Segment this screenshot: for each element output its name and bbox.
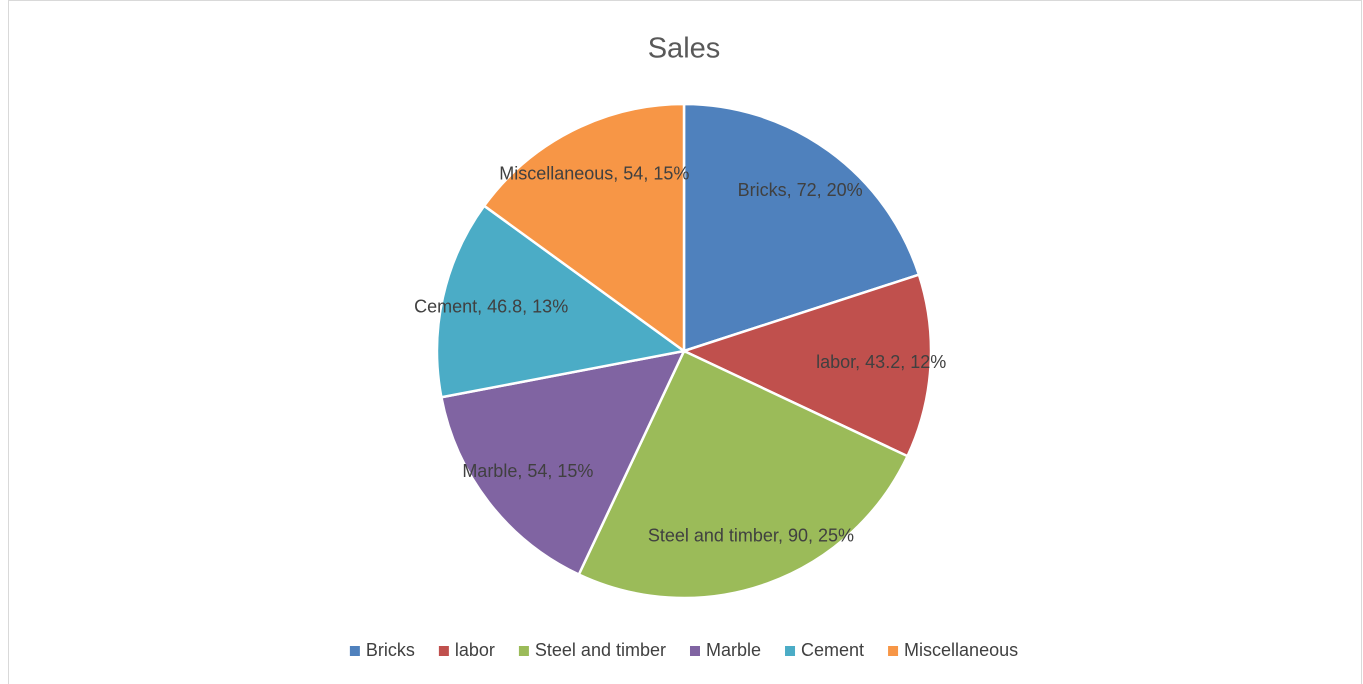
pie-slice xyxy=(682,102,921,353)
legend-label: Steel and timber xyxy=(535,640,666,660)
data-label: Miscellaneous, 54, 15% xyxy=(499,164,689,184)
legend-label: Miscellaneous xyxy=(904,640,1018,660)
data-label: Bricks, 72, 20% xyxy=(738,180,863,200)
data-label: Cement, 46.8, 13% xyxy=(414,297,568,317)
pie-slice xyxy=(482,102,686,354)
data-label: Steel and timber, 90, 25% xyxy=(648,526,854,546)
pie-slice xyxy=(435,204,688,399)
legend-swatch xyxy=(518,646,529,656)
data-label: labor, 43.2, 12% xyxy=(816,352,946,372)
legend-label: Marble xyxy=(706,640,761,660)
legend-swatch xyxy=(689,646,700,656)
chart-title: Sales xyxy=(648,33,721,65)
legend-swatch xyxy=(349,646,360,656)
legend-swatch xyxy=(785,646,796,656)
pie-slice xyxy=(439,349,687,577)
legend-label: Cement xyxy=(801,640,864,660)
legend-swatch xyxy=(888,646,899,656)
legend-label: labor xyxy=(455,640,495,660)
pie-slice xyxy=(680,273,933,458)
data-label: Marble, 54, 15% xyxy=(462,461,593,481)
legend-label: Bricks xyxy=(366,640,415,660)
pie-slice xyxy=(577,349,910,600)
legend-swatch xyxy=(438,646,449,656)
